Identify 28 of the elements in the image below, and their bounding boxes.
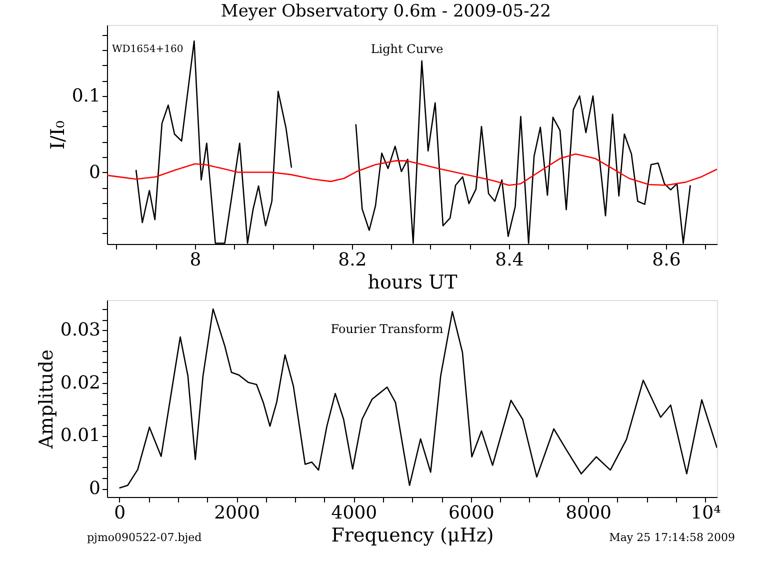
text: pjmo090522-07.bjed <box>87 531 202 544</box>
x-tick-label: 2000 <box>214 502 260 524</box>
y-tick-label: 0 <box>89 162 100 183</box>
y-tick-label: 0.02 <box>60 372 100 394</box>
x-tick-label: 4000 <box>331 502 378 524</box>
y-tick-label: 0.03 <box>60 320 100 341</box>
y-tick-label: 0 <box>89 478 100 500</box>
y-tick-label: 0.1 <box>72 85 100 106</box>
x-tick-label: 10⁴ <box>690 502 721 524</box>
x-tick-label: 8.6 <box>652 250 681 270</box>
line-series <box>118 308 717 489</box>
x-axis-title: hours UT <box>368 272 458 294</box>
annotation: WD1654+160 <box>112 44 184 55</box>
y-axis-title: Amplitude <box>35 349 58 450</box>
y-axis-title: I/I₀ <box>46 120 69 150</box>
chart-title: Meyer Observatory 0.6m - 2009-05-22 <box>220 2 551 22</box>
annotation: Light Curve <box>370 42 444 56</box>
x-tick-label: 8 <box>190 250 202 270</box>
x-tick-label: 8.2 <box>338 250 367 270</box>
x-tick-label: 8000 <box>566 502 612 524</box>
text: May 25 17:14:58 2009 <box>609 531 735 544</box>
annotation: Fourier Transform <box>330 322 444 336</box>
line-series <box>107 153 717 186</box>
x-tick-label: 6000 <box>448 502 494 524</box>
x-tick-label: 8.4 <box>495 250 524 270</box>
x-tick-label: 0 <box>114 502 126 524</box>
x-axis-title: Frequency (μHz) <box>331 524 494 546</box>
y-tick-label: 0.01 <box>60 425 100 446</box>
